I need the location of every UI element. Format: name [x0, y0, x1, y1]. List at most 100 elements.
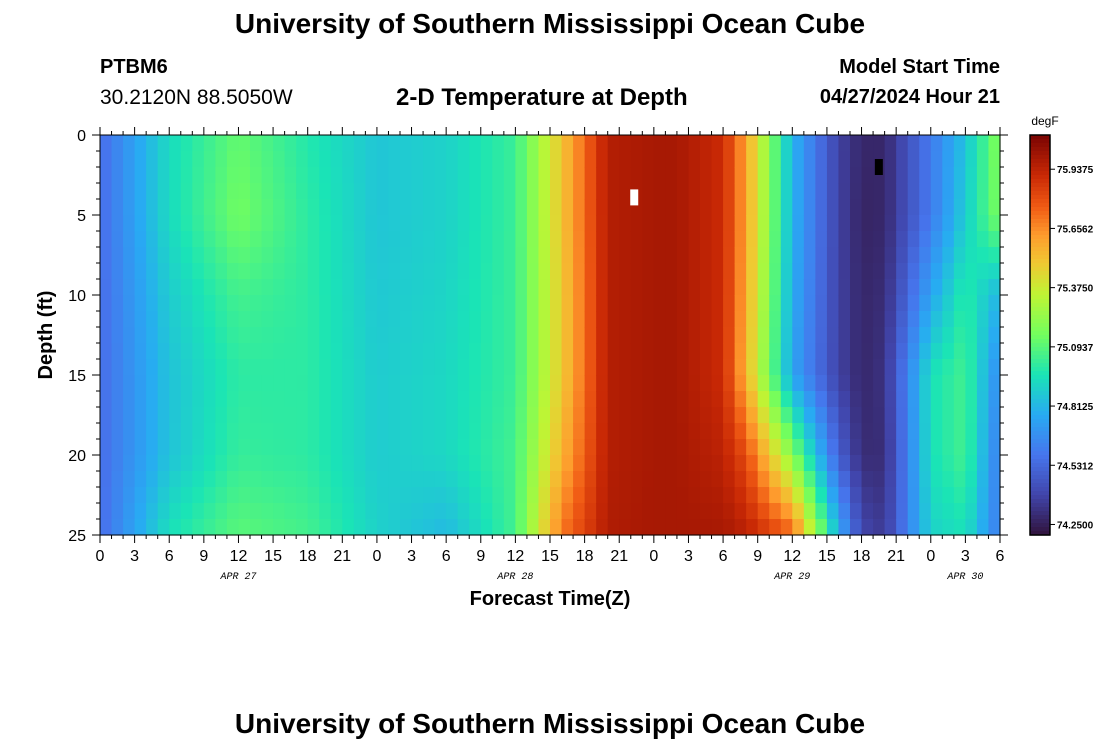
- heatmap-cell: [907, 311, 920, 328]
- heatmap-cell: [700, 503, 713, 520]
- heatmap-cell: [353, 199, 366, 216]
- heatmap-cell: [861, 503, 874, 520]
- heatmap-cell: [873, 359, 886, 376]
- heatmap-cell: [826, 183, 840, 200]
- heatmap-cell: [434, 423, 447, 440]
- heatmap-cell: [169, 183, 182, 200]
- heatmap-cell: [561, 519, 574, 536]
- heatmap-cell: [930, 407, 943, 424]
- heatmap-cell: [653, 311, 666, 328]
- heatmap-cell: [550, 311, 563, 328]
- heatmap-cell: [111, 455, 124, 472]
- heatmap-cell: [769, 519, 782, 536]
- heatmap-cell: [688, 215, 701, 232]
- y-tick-label: 25: [68, 528, 86, 545]
- heatmap-cell: [757, 263, 770, 280]
- heatmap-cell: [861, 151, 874, 168]
- heatmap-cell: [203, 167, 216, 184]
- heatmap-cell: [884, 231, 897, 248]
- heatmap-cell: [619, 151, 632, 168]
- heatmap-cell: [388, 311, 401, 328]
- heatmap-cell: [411, 471, 424, 488]
- heatmap-cell: [123, 151, 136, 168]
- heatmap-cell: [826, 455, 840, 472]
- heatmap-cell: [850, 519, 863, 536]
- heatmap-cell: [688, 455, 701, 472]
- heatmap-cell: [596, 311, 609, 328]
- heatmap-cell: [526, 279, 540, 296]
- heatmap-cell: [780, 167, 793, 184]
- heatmap-cell: [919, 391, 932, 408]
- heatmap-cell: [169, 439, 182, 456]
- heatmap-cell: [446, 279, 459, 296]
- heatmap-cell: [884, 295, 897, 312]
- heatmap-cell: [423, 359, 436, 376]
- heatmap-cell: [896, 311, 909, 328]
- heatmap-cell: [480, 231, 493, 248]
- heatmap-cell: [688, 167, 701, 184]
- colorbar-swatch: [1030, 203, 1050, 208]
- heatmap-cell: [630, 455, 643, 472]
- heatmap-cell: [273, 391, 286, 408]
- heatmap-cell: [284, 503, 297, 520]
- heatmap-cell: [503, 519, 516, 536]
- heatmap-cell: [780, 263, 793, 280]
- colorbar-swatch: [1030, 319, 1050, 324]
- heatmap-cell: [642, 359, 655, 376]
- heatmap-cell: [238, 487, 251, 504]
- heatmap-cell: [423, 263, 436, 280]
- heatmap-cell: [676, 263, 690, 280]
- heatmap-cell: [700, 295, 713, 312]
- heatmap-cell: [919, 263, 932, 280]
- colorbar-swatch: [1030, 271, 1050, 276]
- heatmap-cell: [226, 487, 240, 504]
- heatmap-cell: [838, 199, 851, 216]
- heatmap-cell: [630, 151, 643, 168]
- heatmap-cell: [942, 295, 955, 312]
- heatmap-cell: [861, 167, 874, 184]
- heatmap-cell: [515, 359, 528, 376]
- heatmap-cell: [838, 503, 851, 520]
- heatmap-cell: [676, 455, 690, 472]
- heatmap-cell: [192, 135, 205, 152]
- colorbar-swatch: [1030, 219, 1050, 224]
- heatmap-cell: [503, 135, 516, 152]
- heatmap-cell: [330, 167, 343, 184]
- heatmap-cell: [676, 439, 690, 456]
- heatmap-cell: [480, 327, 493, 344]
- heatmap-cell: [284, 407, 297, 424]
- heatmap-cell: [446, 359, 459, 376]
- heatmap-cell: [976, 135, 990, 152]
- heatmap-cell: [850, 423, 863, 440]
- heatmap-cell: [492, 439, 505, 456]
- colorbar-swatch: [1030, 327, 1050, 332]
- heatmap-cell: [965, 279, 978, 296]
- heatmap-cell: [757, 311, 770, 328]
- heatmap-cell: [134, 391, 147, 408]
- heatmap-cell: [365, 423, 378, 440]
- heatmap-cell: [711, 487, 724, 504]
- heatmap-cell: [376, 519, 390, 536]
- heatmap-cell: [861, 423, 874, 440]
- heatmap-cell: [192, 151, 205, 168]
- heatmap-cell: [388, 263, 401, 280]
- heatmap-cell: [330, 215, 343, 232]
- heatmap-cell: [134, 471, 147, 488]
- heatmap-cell: [884, 471, 897, 488]
- heatmap-cell: [803, 183, 816, 200]
- heatmap-cell: [376, 183, 390, 200]
- colorbar-swatch: [1030, 363, 1050, 368]
- heatmap-cell: [907, 151, 920, 168]
- heatmap-cell: [457, 311, 470, 328]
- heatmap-cell: [111, 199, 124, 216]
- heatmap-cell: [642, 343, 655, 360]
- heatmap-cell: [596, 359, 609, 376]
- heatmap-cell: [653, 151, 666, 168]
- heatmap-cell: [942, 407, 955, 424]
- heatmap-cell: [238, 375, 251, 392]
- heatmap-cell: [953, 183, 966, 200]
- heatmap-cell: [942, 455, 955, 472]
- heatmap-cell: [169, 359, 182, 376]
- heatmap-cell: [688, 471, 701, 488]
- heatmap-cell: [619, 407, 632, 424]
